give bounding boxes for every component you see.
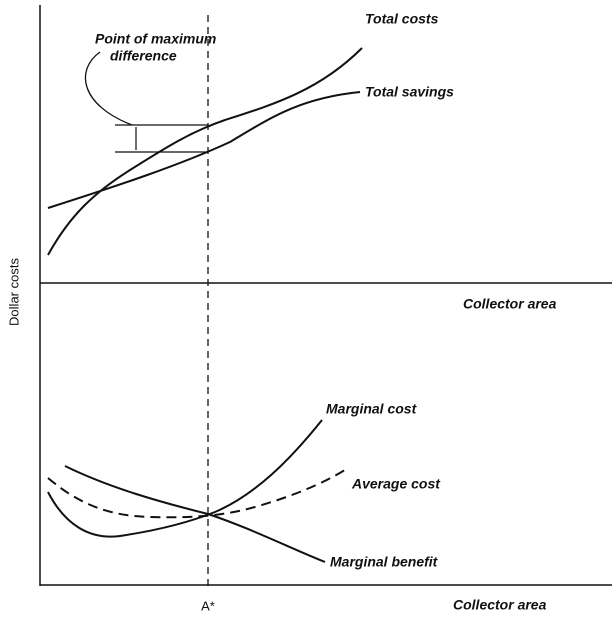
y-axis-label: Dollar costs bbox=[6, 258, 21, 326]
marker-label: A* bbox=[201, 598, 215, 613]
axes bbox=[39, 5, 612, 590]
annotation-line: Point of maximum bbox=[95, 31, 216, 47]
marginal-benefit-curve bbox=[64, 465, 326, 563]
average-cost-curve bbox=[47, 469, 346, 519]
total-savings-curve bbox=[47, 91, 361, 209]
marginal-cost-curve bbox=[47, 419, 323, 538]
curve-label: Average cost bbox=[351, 476, 441, 492]
curve-label: Marginal cost bbox=[326, 401, 418, 417]
curve-label: Total savings bbox=[365, 84, 454, 100]
bottom-curves bbox=[47, 419, 346, 563]
total-costs-curve bbox=[47, 47, 363, 256]
x-axis-label: Collector area bbox=[463, 296, 557, 312]
top-curves bbox=[47, 47, 363, 256]
annotation-line: difference bbox=[110, 48, 177, 64]
x-axis-label: Collector area bbox=[453, 597, 547, 613]
leader bbox=[84, 51, 133, 126]
curve-label: Total costs bbox=[365, 11, 439, 27]
curve-label: Marginal benefit bbox=[330, 554, 439, 570]
